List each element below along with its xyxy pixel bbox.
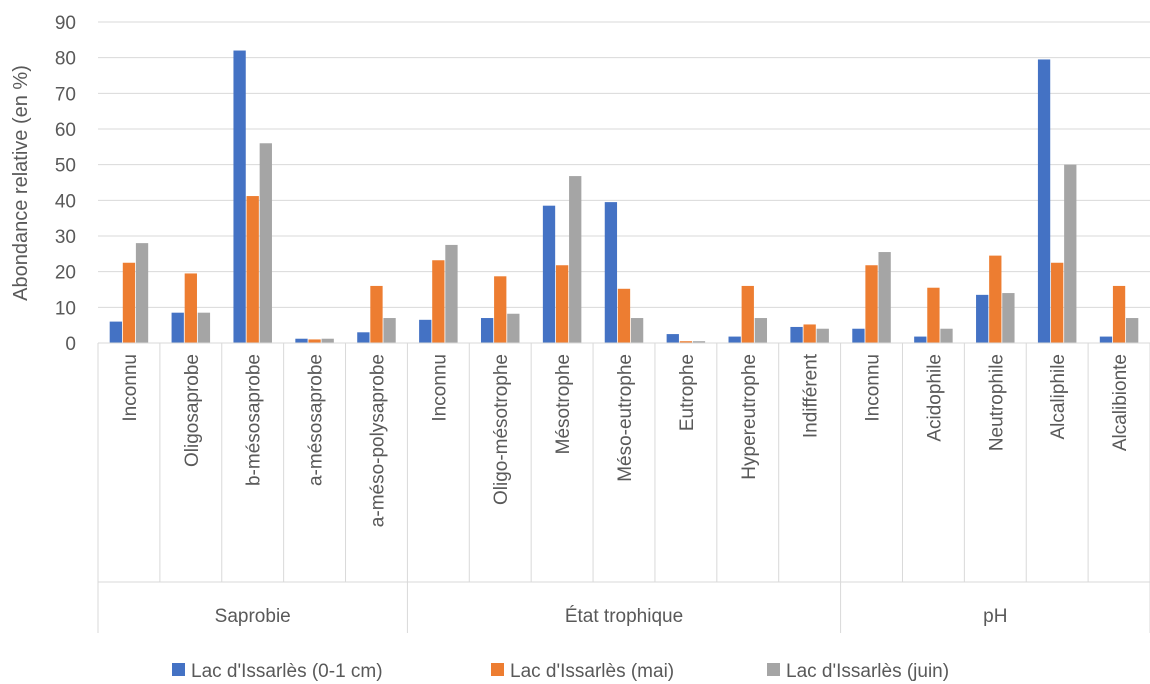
bar xyxy=(630,318,644,343)
category-label: Indifférent xyxy=(801,353,822,438)
x-axis xyxy=(97,342,1150,633)
bar xyxy=(555,265,569,343)
category-labels: Inconnu Oligosaprobe b-mésosaprobe a-mésosa… xyxy=(120,353,1131,527)
bar xyxy=(878,252,891,343)
y-tick-label: 80 xyxy=(55,49,76,70)
bar xyxy=(927,287,940,343)
bar xyxy=(741,285,754,343)
bar xyxy=(233,50,246,344)
bar xyxy=(914,336,927,343)
bar xyxy=(197,312,211,343)
legend-label: Lac d'Issarlès (mai) xyxy=(510,661,674,682)
bar xyxy=(370,285,383,343)
bar xyxy=(940,328,953,343)
y-axis-label: Abondance relative (en %) xyxy=(10,65,32,301)
bar xyxy=(1112,285,1126,343)
bar xyxy=(135,243,149,343)
bar xyxy=(666,334,679,343)
bar xyxy=(542,205,556,343)
group-label: État trophique xyxy=(565,606,683,627)
bar xyxy=(803,324,816,343)
bar xyxy=(259,143,272,343)
group-label: Saprobie xyxy=(215,606,291,627)
bar xyxy=(1126,318,1139,343)
bars xyxy=(109,50,1139,344)
y-axis-ticks: 0 10 20 30 40 50 60 70 80 90 xyxy=(55,13,76,355)
y-tick-label: 70 xyxy=(55,84,76,105)
category-label: a-mésosaprobe xyxy=(306,354,327,486)
group-label: pH xyxy=(983,606,1007,627)
bar xyxy=(617,288,631,343)
y-tick-label: 60 xyxy=(55,120,76,141)
bar xyxy=(692,341,706,343)
category-label: Eutrophe xyxy=(677,354,698,431)
bar xyxy=(569,176,582,343)
bar xyxy=(604,202,618,343)
bar xyxy=(184,273,197,343)
gridlines xyxy=(98,21,1150,308)
category-label: Alcalibionte xyxy=(1110,354,1131,451)
bar xyxy=(171,312,184,343)
group-labels: Saprobie État trophique pH xyxy=(215,606,1008,627)
category-label: b-mésosaprobe xyxy=(244,354,265,486)
category-label: Acidophile xyxy=(924,354,945,442)
y-tick-label: 90 xyxy=(55,13,76,34)
category-label: Alcaliphile xyxy=(1048,354,1069,440)
legend-swatch xyxy=(767,663,780,676)
bar xyxy=(679,341,693,343)
category-label: Hypereutrophe xyxy=(739,354,760,480)
legend-label: Lac d'Issarlès (juin) xyxy=(786,661,949,682)
category-label: Neutrophile xyxy=(986,354,1007,451)
bar xyxy=(246,196,259,343)
legend-label: Lac d'Issarlès (0-1 cm) xyxy=(191,661,383,682)
bar xyxy=(109,321,122,343)
bar xyxy=(728,336,741,343)
y-tick-label: 0 xyxy=(65,334,76,355)
bar xyxy=(419,319,432,343)
bar xyxy=(383,318,396,343)
category-label: Oligo-mésotrophe xyxy=(491,354,512,505)
bar xyxy=(1037,59,1051,343)
bar xyxy=(122,262,136,343)
category-label: Inconnu xyxy=(863,354,884,422)
legend-swatch xyxy=(172,663,185,676)
y-tick-label: 30 xyxy=(55,227,76,248)
bar xyxy=(295,338,308,343)
legend-swatch xyxy=(491,663,504,676)
bar xyxy=(357,332,370,343)
category-label: Inconnu xyxy=(429,354,450,422)
category-label: Oligosaprobe xyxy=(182,354,203,467)
y-tick-label: 20 xyxy=(55,263,76,284)
bar xyxy=(989,255,1002,343)
bar xyxy=(445,244,458,343)
bar xyxy=(1064,164,1077,343)
category-label: Mésotrophe xyxy=(553,354,574,454)
bar xyxy=(507,313,520,343)
category-label: Inconnu xyxy=(120,354,141,422)
y-tick-label: 50 xyxy=(55,156,76,177)
bar xyxy=(494,276,507,343)
bar xyxy=(790,326,803,343)
bar xyxy=(754,318,768,343)
bar xyxy=(1002,293,1015,343)
bar xyxy=(1051,262,1064,343)
category-label: Méso-eutrophe xyxy=(615,354,636,482)
bar xyxy=(1099,336,1113,343)
y-tick-label: 10 xyxy=(55,298,76,319)
y-tick-label: 40 xyxy=(55,191,76,212)
bar xyxy=(865,265,878,343)
category-label: a-méso-polysaprobe xyxy=(367,354,388,527)
bar xyxy=(321,338,334,343)
bar xyxy=(308,339,321,343)
bar xyxy=(852,328,865,343)
bar xyxy=(432,260,445,343)
legend: Lac d'Issarlès (0-1 cm) Lac d'Issarlès (m… xyxy=(172,661,949,682)
bar xyxy=(480,318,494,343)
bar xyxy=(816,328,829,343)
bar xyxy=(976,294,989,343)
